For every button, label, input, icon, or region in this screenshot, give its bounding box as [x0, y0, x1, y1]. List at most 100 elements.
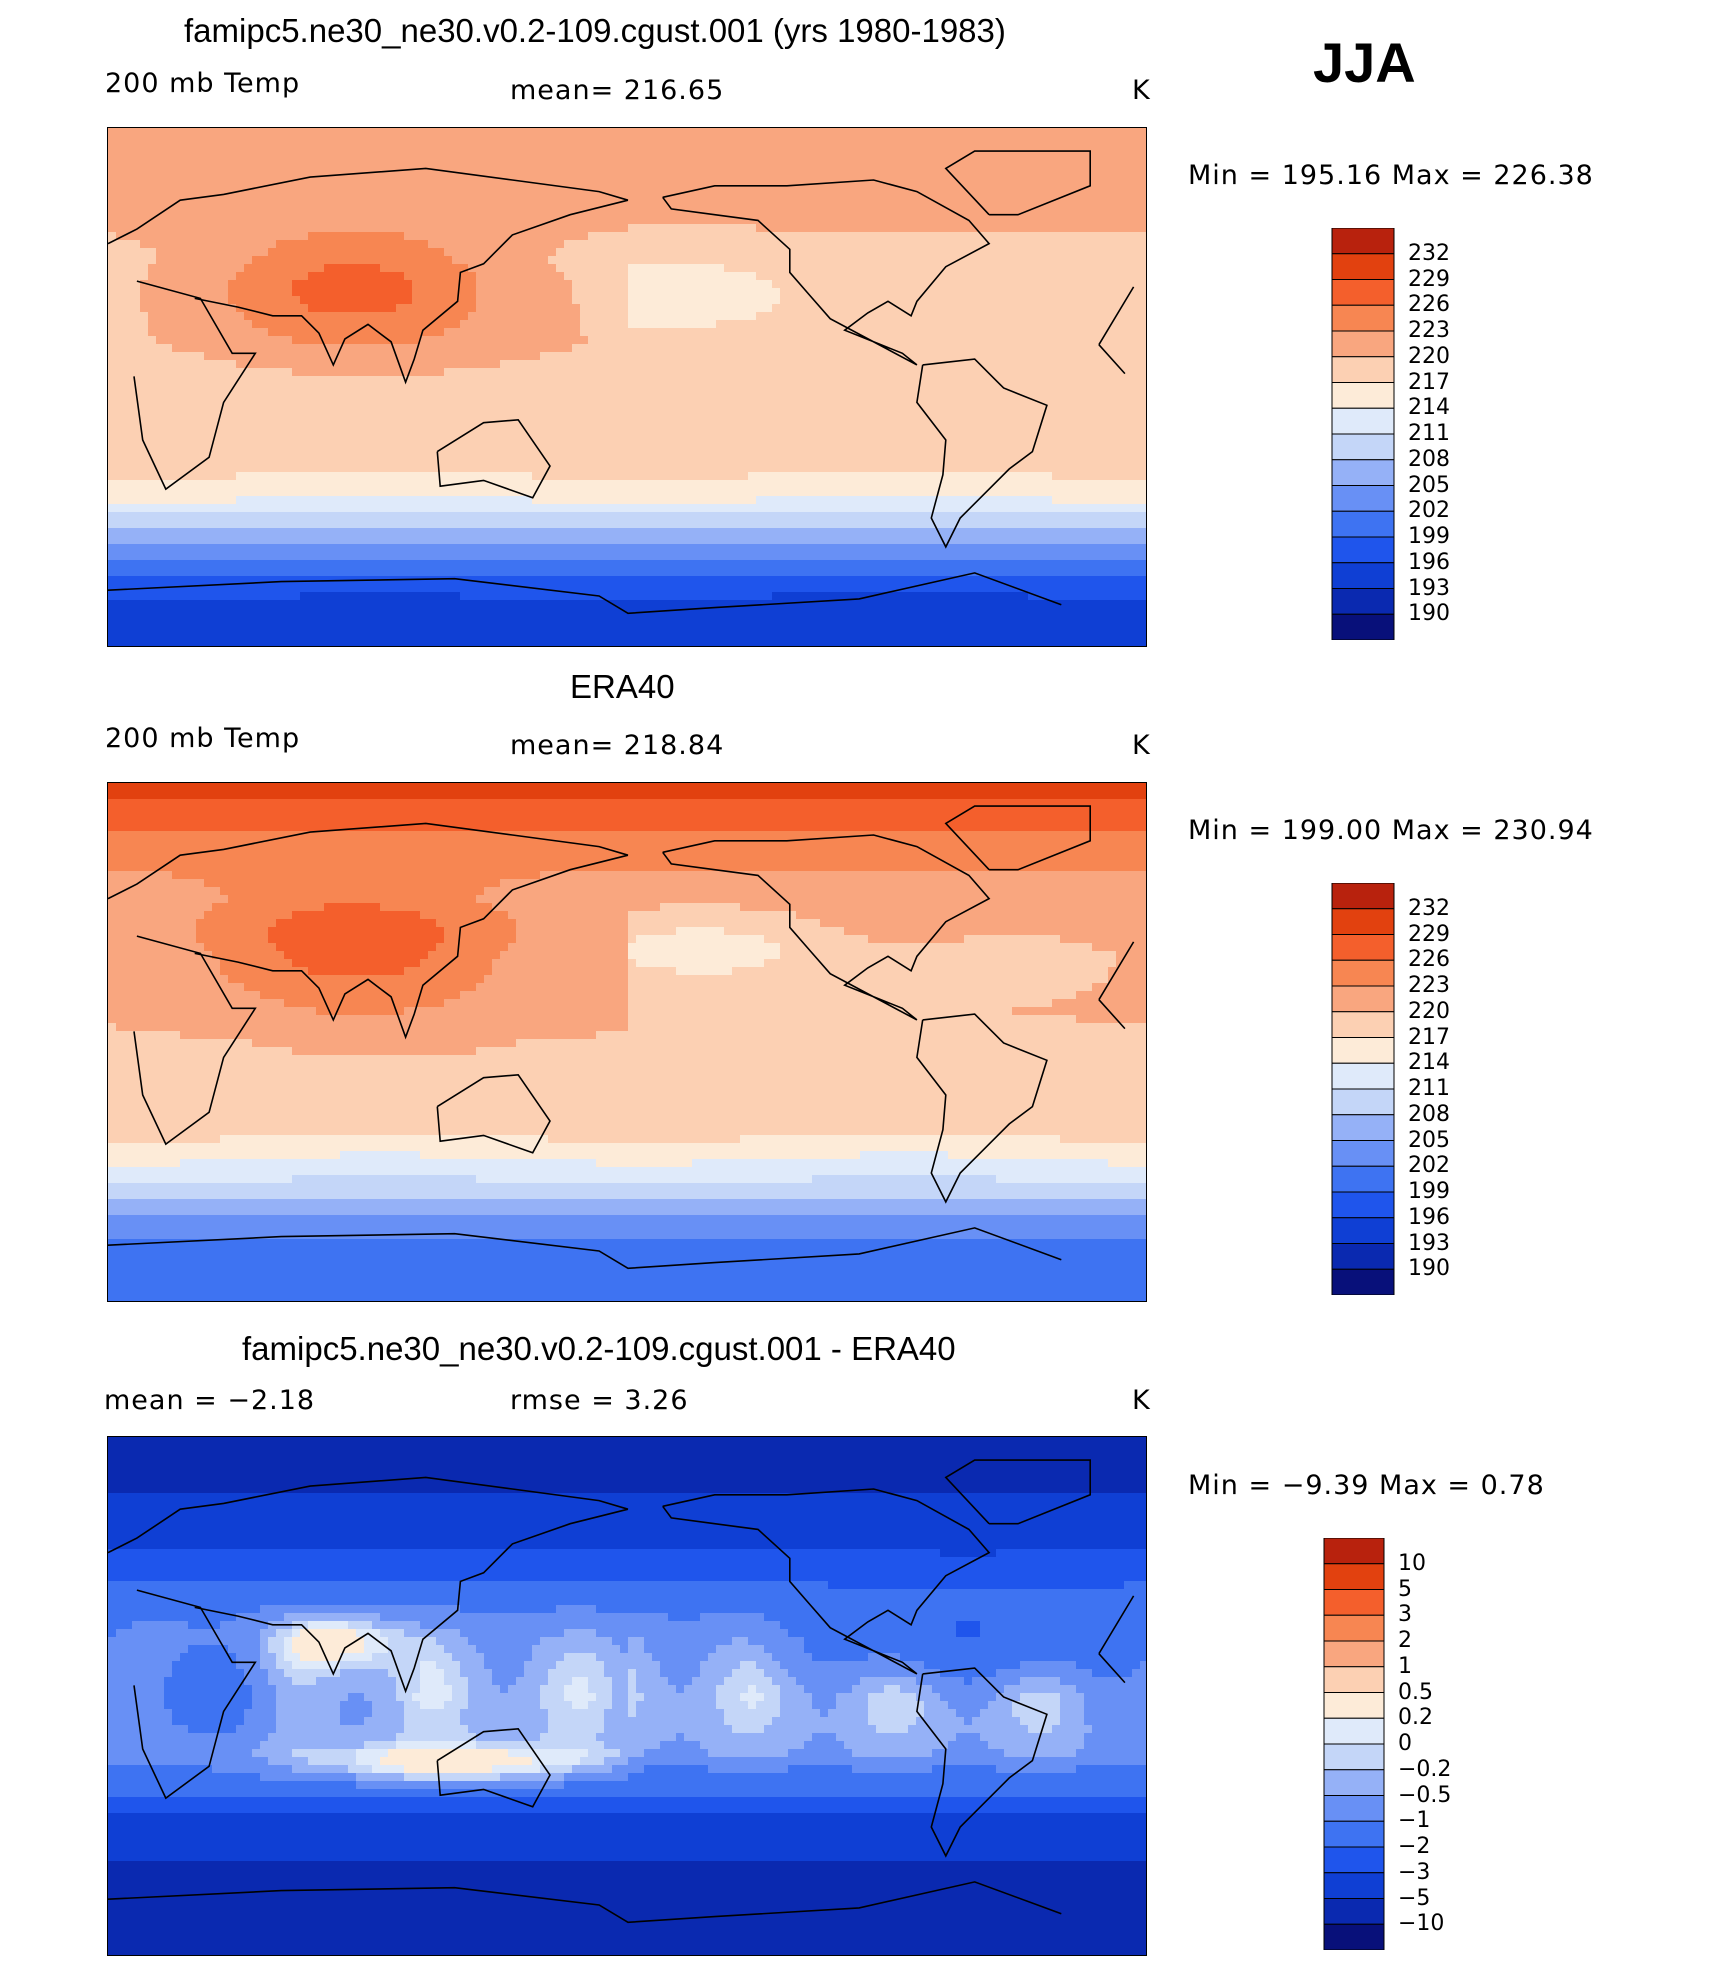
contour-cell	[684, 296, 693, 305]
contour-cell	[412, 304, 421, 313]
contour-cell	[380, 224, 389, 233]
contour-cell	[740, 400, 749, 409]
contour-cell	[596, 232, 605, 241]
contour-cell	[468, 200, 477, 209]
contour-cell	[692, 264, 701, 273]
contour-cell	[236, 392, 245, 401]
contour-cell	[1044, 240, 1053, 249]
contour-cell	[876, 312, 885, 321]
contour-cell	[548, 168, 557, 177]
contour-cell	[828, 360, 837, 369]
contour-cell	[476, 312, 485, 321]
contour-cell	[540, 304, 549, 313]
contour-cell	[1060, 240, 1069, 249]
contour-cell	[932, 192, 941, 201]
contour-cell	[1044, 200, 1053, 209]
contour-cell	[756, 328, 765, 337]
contour-cell	[532, 320, 541, 329]
contour-cell	[772, 336, 781, 345]
contour-cell	[268, 168, 277, 177]
contour-cell	[868, 248, 877, 257]
contour-cell	[948, 384, 957, 393]
contour-cell	[940, 192, 949, 201]
contour-cell	[148, 336, 157, 345]
contour-cell	[452, 408, 461, 417]
contour-cell	[116, 224, 125, 233]
contour-cell	[884, 336, 893, 345]
contour-cell	[524, 208, 533, 217]
contour-cell	[956, 376, 965, 385]
contour-cell	[1132, 240, 1141, 249]
contour-cell	[836, 392, 845, 401]
contour-cell	[1084, 240, 1093, 249]
contour-cell	[172, 400, 181, 409]
contour-cell	[732, 200, 741, 209]
contour-cell	[596, 392, 605, 401]
contour-cell	[396, 256, 405, 265]
contour-cell	[1140, 208, 1146, 217]
contour-cell	[500, 192, 509, 201]
contour-cell	[460, 272, 469, 281]
contour-cell	[836, 304, 845, 313]
contour-cell	[324, 160, 333, 169]
contour-cell	[420, 368, 429, 377]
contour-cell	[268, 216, 277, 225]
contour-cell	[532, 288, 541, 297]
contour-cell	[460, 376, 469, 385]
contour-cell	[748, 176, 757, 185]
contour-cell	[204, 312, 213, 321]
contour-cell	[916, 384, 925, 393]
contour-cell	[540, 272, 549, 281]
contour-cell	[332, 360, 341, 369]
contour-cell	[404, 184, 413, 193]
contour-cell	[748, 264, 757, 273]
contour-cell	[924, 320, 933, 329]
contour-cell	[548, 224, 557, 233]
contour-cell	[508, 304, 517, 313]
contour-cell	[260, 312, 269, 321]
contour-cell	[724, 224, 733, 233]
contour-cell	[796, 328, 805, 337]
contour-cell	[636, 320, 645, 329]
contour-cell	[1004, 176, 1013, 185]
contour-cell	[788, 320, 797, 329]
contour-cell	[532, 344, 541, 353]
contour-cell	[588, 200, 597, 209]
contour-cell	[684, 288, 693, 297]
contour-cell	[716, 144, 725, 153]
contour-cell	[980, 424, 989, 433]
contour-cell	[700, 240, 709, 249]
contour-cell	[596, 376, 605, 385]
contour-cell	[916, 184, 925, 193]
contour-cell	[580, 232, 589, 241]
contour-cell	[340, 200, 349, 209]
contour-cell	[660, 424, 669, 433]
contour-cell	[292, 280, 301, 289]
contour-cell	[708, 224, 717, 233]
contour-cell	[964, 392, 973, 401]
contour-cell	[364, 160, 373, 169]
contour-cell	[636, 312, 645, 321]
contour-cell	[948, 208, 957, 217]
contour-cell	[1076, 384, 1085, 393]
contour-cell	[500, 304, 509, 313]
contour-cell	[708, 136, 717, 145]
contour-cell	[476, 192, 485, 201]
contour-cell	[516, 168, 525, 177]
contour-cell	[300, 264, 309, 273]
contour-cell	[404, 320, 413, 329]
contour-cell	[428, 344, 437, 353]
contour-cell	[1124, 168, 1133, 177]
contour-cell	[1004, 256, 1013, 265]
contour-cell	[812, 296, 821, 305]
contour-cell	[116, 312, 125, 321]
contour-cell	[700, 408, 709, 417]
contour-cell	[140, 152, 149, 161]
contour-cell	[132, 128, 141, 137]
contour-cell	[340, 216, 349, 225]
contour-cell	[620, 144, 629, 153]
contour-cell	[548, 128, 557, 137]
contour-cell	[996, 192, 1005, 201]
contour-cell	[628, 256, 637, 265]
contour-cell	[644, 216, 653, 225]
